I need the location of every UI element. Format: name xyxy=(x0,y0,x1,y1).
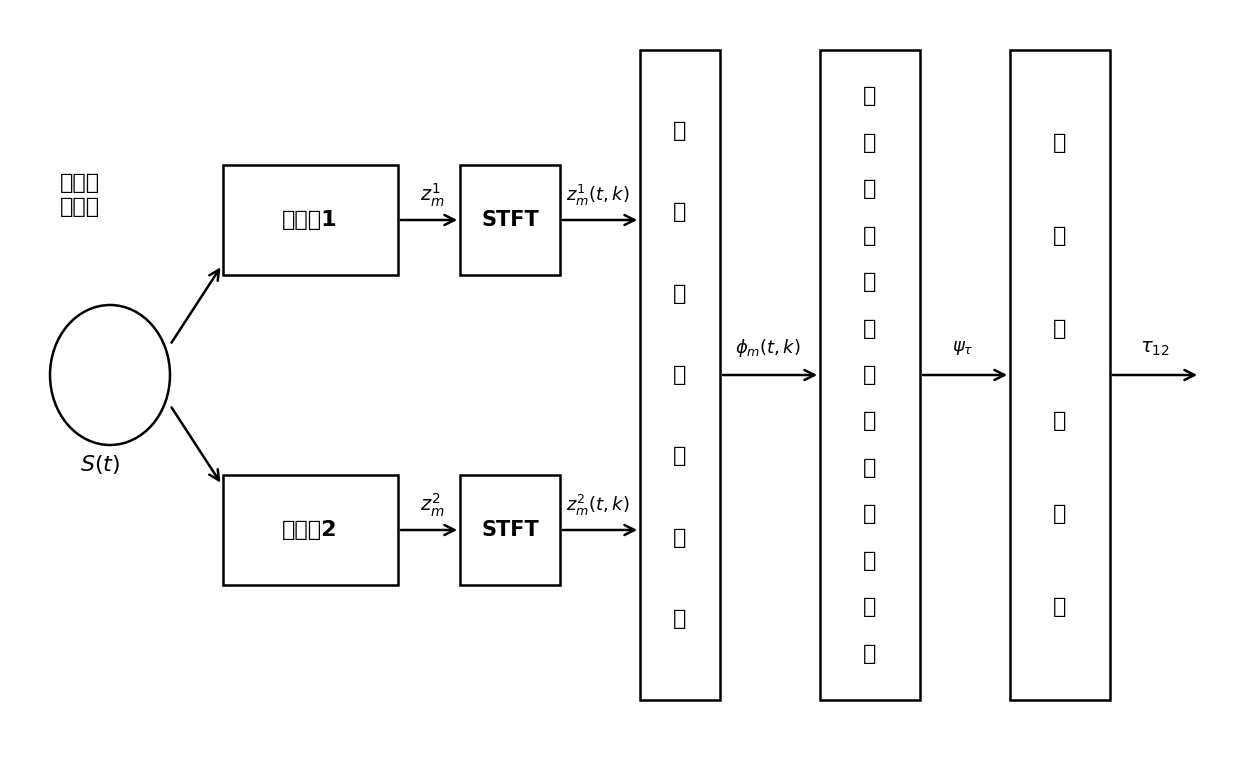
Text: 率: 率 xyxy=(863,644,877,663)
Text: 进: 进 xyxy=(1053,133,1066,153)
Text: $\phi_m(t,k)$: $\phi_m(t,k)$ xyxy=(735,337,801,359)
Text: 取: 取 xyxy=(673,202,687,223)
Bar xyxy=(820,50,920,700)
Text: 对: 对 xyxy=(673,365,687,385)
Text: 比: 比 xyxy=(673,609,687,629)
Ellipse shape xyxy=(50,305,170,445)
Text: $\tau_{12}$: $\tau_{12}$ xyxy=(1140,338,1169,357)
Bar xyxy=(1011,50,1110,700)
Bar xyxy=(222,165,398,275)
Text: 估: 估 xyxy=(1053,505,1066,524)
Text: 传感器2: 传感器2 xyxy=(283,520,337,540)
Text: $z_m^2$: $z_m^2$ xyxy=(419,491,444,518)
Text: 大: 大 xyxy=(863,133,877,153)
Text: 时: 时 xyxy=(863,458,877,478)
Text: 传感器1: 传感器1 xyxy=(283,210,337,230)
Text: $\psi_\tau$: $\psi_\tau$ xyxy=(952,339,973,357)
Text: 概: 概 xyxy=(863,597,877,617)
Text: 相: 相 xyxy=(673,446,687,466)
Text: STFT: STFT xyxy=(481,210,539,230)
Text: 时: 时 xyxy=(1053,318,1066,338)
Text: 目标声
源信号: 目标声 源信号 xyxy=(60,173,100,217)
Bar xyxy=(640,50,720,700)
Bar xyxy=(460,165,560,275)
Text: 行: 行 xyxy=(1053,226,1066,245)
Text: 提: 提 xyxy=(673,122,687,141)
Text: $z_m^2(t,k)$: $z_m^2(t,k)$ xyxy=(567,492,630,518)
Text: 的: 的 xyxy=(863,551,877,571)
Text: 延: 延 xyxy=(863,505,877,524)
Text: $z_m^1$: $z_m^1$ xyxy=(419,182,444,209)
Text: $z_m^1(t,k)$: $z_m^1(t,k)$ xyxy=(567,182,630,207)
Bar xyxy=(460,475,560,585)
Text: 延: 延 xyxy=(1053,411,1066,432)
Text: 位: 位 xyxy=(673,527,687,547)
Text: 似: 似 xyxy=(863,179,877,199)
Text: 相: 相 xyxy=(673,283,687,304)
Text: $S(t)$: $S(t)$ xyxy=(79,454,120,477)
Text: 计: 计 xyxy=(863,318,877,338)
Text: STFT: STFT xyxy=(481,520,539,540)
Text: 估: 估 xyxy=(863,272,877,292)
Text: 计: 计 xyxy=(1053,597,1066,617)
Text: 最: 最 xyxy=(863,87,877,106)
Text: 然: 然 xyxy=(863,226,877,245)
Text: 个: 个 xyxy=(863,411,877,432)
Text: 每: 每 xyxy=(863,365,877,385)
Bar xyxy=(222,475,398,585)
